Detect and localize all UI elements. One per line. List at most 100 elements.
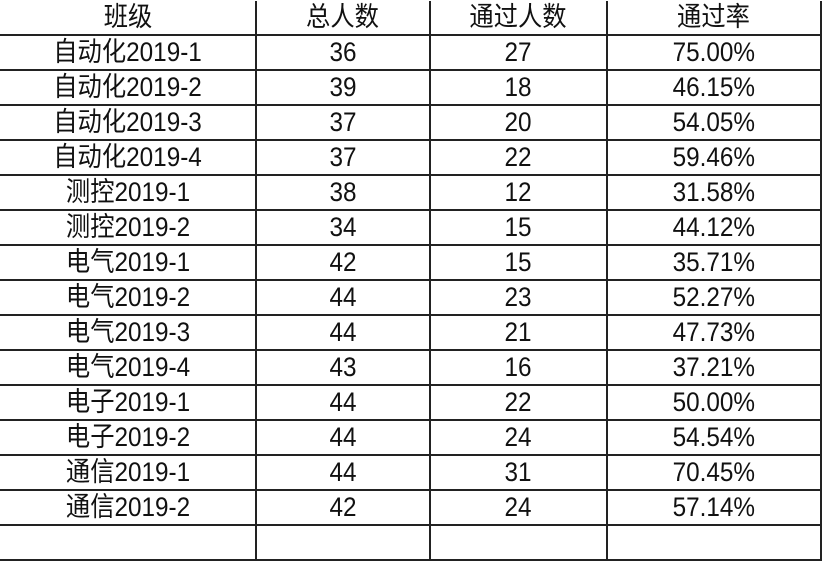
- cell-text: 自动化2019-2: [53, 72, 202, 102]
- cell-text: 43: [329, 352, 357, 382]
- cell-pass-rate: 52.27%: [605, 279, 822, 316]
- empty-cell: [428, 524, 608, 561]
- cell-text: 34: [329, 212, 357, 242]
- cell-pass-rate: 47.73%: [605, 314, 822, 351]
- cell-text: 44.12%: [672, 212, 756, 242]
- cell-pass-rate: 59.46%: [605, 139, 822, 176]
- cell-total: 39: [255, 69, 431, 106]
- cell-text: 电气2019-4: [65, 352, 190, 382]
- cell-passed: 16: [428, 349, 608, 386]
- header-pass-rate: 通过率: [605, 1, 822, 36]
- cell-passed: 21: [428, 314, 608, 351]
- cell-class: 自动化2019-4: [0, 139, 258, 176]
- cell-class: 电子2019-1: [0, 384, 258, 421]
- cell-pass-rate: 57.14%: [605, 489, 822, 526]
- cell-text: 15: [504, 247, 532, 277]
- table-row: 电气2019-1 42 15 35.71%: [0, 244, 822, 281]
- header-label: 通过率: [677, 2, 751, 32]
- cell-text: 38: [329, 177, 357, 207]
- cell-passed: 12: [428, 174, 608, 211]
- empty-cell: [605, 524, 822, 561]
- cell-pass-rate: 35.71%: [605, 244, 822, 281]
- cell-text: 59.46%: [672, 142, 756, 172]
- table-row: 测控2019-2 34 15 44.12%: [0, 209, 822, 246]
- cell-total: 44: [255, 454, 431, 491]
- header-class: 班级: [0, 1, 258, 36]
- empty-row: [0, 524, 822, 561]
- table-row: 电气2019-2 44 23 52.27%: [0, 279, 822, 316]
- cell-class: 自动化2019-3: [0, 104, 258, 141]
- cell-class: 电气2019-4: [0, 349, 258, 386]
- cell-class: 电气2019-3: [0, 314, 258, 351]
- cell-text: 52.27%: [672, 282, 756, 312]
- cell-text: 35.71%: [672, 247, 756, 277]
- cell-passed: 22: [428, 139, 608, 176]
- cell-pass-rate: 37.21%: [605, 349, 822, 386]
- table-row: 电子2019-1 44 22 50.00%: [0, 384, 822, 421]
- header-passed: 通过人数: [428, 1, 608, 36]
- cell-total: 42: [255, 489, 431, 526]
- cell-text: 36: [329, 37, 357, 67]
- header-label: 班级: [103, 2, 152, 32]
- cell-pass-rate: 75.00%: [605, 34, 822, 71]
- cell-text: 70.45%: [672, 457, 756, 487]
- cell-total: 44: [255, 384, 431, 421]
- table-row: 通信2019-1 44 31 70.45%: [0, 454, 822, 491]
- cell-text: 75.00%: [672, 37, 756, 67]
- cell-text: 电气2019-2: [65, 282, 190, 312]
- cell-text: 44: [329, 282, 357, 312]
- cell-passed: 24: [428, 419, 608, 456]
- cell-text: 自动化2019-1: [53, 37, 202, 67]
- cell-text: 电子2019-1: [65, 387, 190, 417]
- cell-total: 44: [255, 279, 431, 316]
- cell-total: 36: [255, 34, 431, 71]
- cell-passed: 18: [428, 69, 608, 106]
- cell-text: 电气2019-1: [65, 247, 190, 277]
- cell-pass-rate: 54.05%: [605, 104, 822, 141]
- header-row: 班级 总人数 通过人数 通过率: [0, 1, 822, 36]
- cell-text: 测控2019-2: [65, 212, 190, 242]
- empty-cell: [0, 524, 258, 561]
- cell-text: 电气2019-3: [65, 317, 190, 347]
- cell-text: 31: [504, 457, 532, 487]
- cell-passed: 24: [428, 489, 608, 526]
- cell-total: 44: [255, 419, 431, 456]
- cell-passed: 15: [428, 209, 608, 246]
- header-label: 总人数: [306, 2, 380, 32]
- cell-text: 24: [504, 422, 532, 452]
- cell-class: 测控2019-2: [0, 209, 258, 246]
- cell-text: 23: [504, 282, 532, 312]
- table-row: 通信2019-2 42 24 57.14%: [0, 489, 822, 526]
- cell-text: 12: [504, 177, 532, 207]
- cell-total: 44: [255, 314, 431, 351]
- table-row: 自动化2019-1 36 27 75.00%: [0, 34, 822, 71]
- cell-class: 通信2019-2: [0, 489, 258, 526]
- cell-passed: 22: [428, 384, 608, 421]
- cell-text: 通信2019-2: [65, 492, 190, 522]
- cell-text: 15: [504, 212, 532, 242]
- cell-class: 电子2019-2: [0, 419, 258, 456]
- cell-text: 通信2019-1: [65, 457, 190, 487]
- table-row: 电气2019-4 43 16 37.21%: [0, 349, 822, 386]
- cell-text: 24: [504, 492, 532, 522]
- cell-text: 20: [504, 107, 532, 137]
- table-row: 自动化2019-3 37 20 54.05%: [0, 104, 822, 141]
- cell-text: 22: [504, 387, 532, 417]
- cell-text: 37: [329, 142, 357, 172]
- cell-text: 测控2019-1: [65, 177, 190, 207]
- cell-text: 44: [329, 387, 357, 417]
- cell-text: 21: [504, 317, 532, 347]
- cell-total: 34: [255, 209, 431, 246]
- cell-pass-rate: 44.12%: [605, 209, 822, 246]
- cell-text: 16: [504, 352, 532, 382]
- cell-total: 42: [255, 244, 431, 281]
- cell-total: 37: [255, 139, 431, 176]
- cell-text: 39: [329, 72, 357, 102]
- cell-passed: 20: [428, 104, 608, 141]
- table-row: 自动化2019-4 37 22 59.46%: [0, 139, 822, 176]
- cell-pass-rate: 70.45%: [605, 454, 822, 491]
- cell-passed: 23: [428, 279, 608, 316]
- cell-text: 31.58%: [672, 177, 756, 207]
- header-label: 通过人数: [469, 2, 567, 32]
